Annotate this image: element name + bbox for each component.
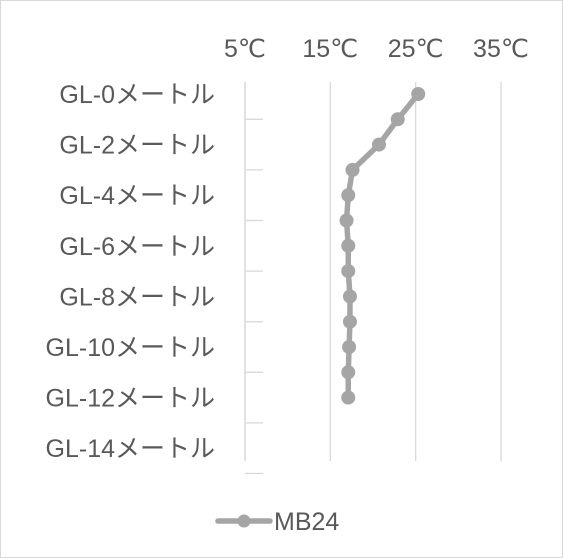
y-tick-label: GL-6メートル xyxy=(59,233,215,261)
data-point xyxy=(342,289,357,304)
y-tick-label: GL-14メートル xyxy=(46,435,215,463)
data-point xyxy=(390,112,405,127)
axis-layer: 5℃ 15℃ 25℃ 35℃ GL-0メートル GL-2メートル GL-4メートル GL-6メ… xyxy=(46,35,529,475)
data-point xyxy=(345,162,360,177)
data-point xyxy=(371,137,386,152)
data-point xyxy=(342,340,357,354)
data-point xyxy=(339,213,354,228)
y-tick-label: GL-12メートル xyxy=(46,385,215,413)
series-layer xyxy=(339,87,426,405)
data-point xyxy=(341,390,356,405)
data-point xyxy=(341,188,356,203)
y-tick-label: GL-4メートル xyxy=(59,182,215,210)
y-tick-label: GL-0メートル xyxy=(59,81,215,109)
data-point xyxy=(341,264,356,279)
data-point xyxy=(341,238,356,253)
legend-marker xyxy=(237,514,251,528)
x-tick-label: 35℃ xyxy=(473,35,529,63)
data-point xyxy=(341,365,356,380)
x-tick-label: 5℃ xyxy=(224,35,266,63)
x-tick-label: 15℃ xyxy=(302,35,358,63)
legend: MB24 xyxy=(215,508,339,536)
y-tick-label: GL-2メートル xyxy=(59,132,215,160)
legend-label: MB24 xyxy=(274,508,339,536)
y-tick-label: GL-10メートル xyxy=(46,334,215,362)
data-point xyxy=(411,87,426,101)
data-point xyxy=(342,314,357,329)
x-tick-label: 25℃ xyxy=(388,35,444,63)
grid-layer xyxy=(244,82,502,461)
y-tick-label: GL-8メートル xyxy=(59,283,215,311)
